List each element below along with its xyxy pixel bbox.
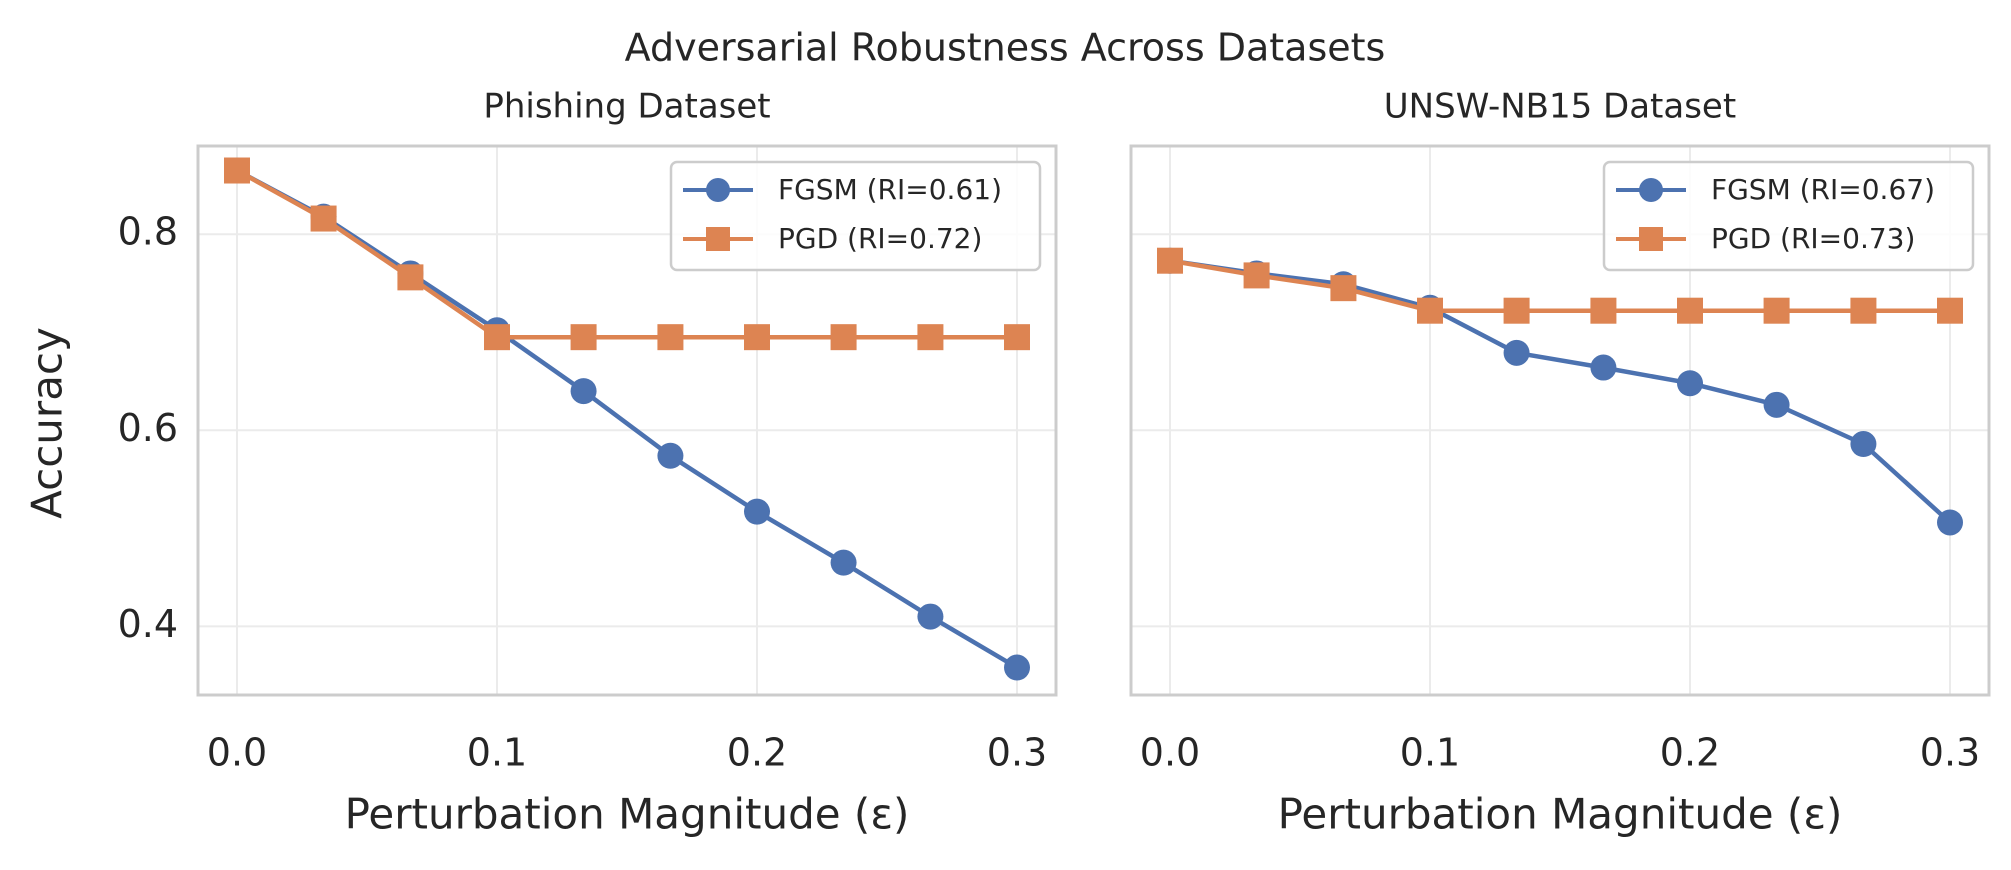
unsw-fgsm-line bbox=[1169, 258, 1952, 525]
phishing-pgd-point bbox=[310, 205, 337, 232]
phishing-legend-pgd-marker bbox=[706, 227, 730, 251]
phishing-xtick-label: 0.3 bbox=[987, 731, 1047, 775]
unsw-pgd-point bbox=[1243, 262, 1270, 289]
unsw-fgsm-point bbox=[1850, 431, 1877, 458]
phishing-xtick-label: 0.2 bbox=[727, 731, 787, 775]
unsw-pgd-point bbox=[1157, 247, 1183, 274]
phishing-legend-pgd-label: PGD (RI=0.72) bbox=[778, 222, 982, 255]
unsw-pgd-point bbox=[1417, 297, 1443, 324]
unsw-pgd-line bbox=[1169, 258, 1950, 313]
unsw-pgd-point bbox=[1330, 275, 1357, 302]
unsw-pgd-point bbox=[1677, 297, 1703, 324]
phishing-pgd-point bbox=[917, 324, 944, 351]
phishing-fgsm-point bbox=[830, 549, 857, 576]
phishing-pgd-point bbox=[397, 264, 424, 291]
phishing-fgsm-point bbox=[570, 378, 597, 405]
phishing-ytick-label: 0.4 bbox=[118, 602, 178, 646]
unsw-xlabel: Perturbation Magnitude (ε) bbox=[1278, 790, 1843, 839]
unsw-xtick-label: 0.1 bbox=[1400, 731, 1460, 775]
phishing-legend-box bbox=[669, 160, 1042, 272]
unsw-legend-box bbox=[1602, 160, 1975, 272]
phishing-pgd-point bbox=[744, 324, 770, 351]
unsw-fgsm-point bbox=[1503, 339, 1530, 366]
phishing-ytick-label: 0.8 bbox=[118, 210, 178, 254]
phishing-panel: Phishing Dataset Perturbation Magnitude … bbox=[23, 87, 1058, 839]
phishing-ytick-label: 0.6 bbox=[118, 406, 178, 450]
phishing-pgd-point bbox=[830, 324, 857, 351]
phishing-pgd-point bbox=[224, 157, 250, 184]
unsw-legend-fgsm-marker bbox=[1639, 178, 1663, 202]
figure-suptitle: Adversarial Robustness Across Datasets bbox=[625, 26, 1386, 70]
unsw-xtick-label: 0.2 bbox=[1660, 731, 1720, 775]
unsw-legend-fgsm-label: FGSM (RI=0.67) bbox=[1711, 173, 1935, 206]
unsw-fgsm-point bbox=[1763, 391, 1790, 418]
phishing-legend-fgsm-label: FGSM (RI=0.61) bbox=[778, 173, 1002, 206]
unsw-panel: UNSW-NB15 Dataset Perturbation Magnitude… bbox=[1129, 87, 1991, 839]
phishing-ylabel: Accuracy bbox=[23, 327, 72, 519]
phishing-pgd-point bbox=[484, 324, 510, 351]
unsw-title: UNSW-NB15 Dataset bbox=[1384, 87, 1736, 127]
unsw-xtick-label: 0.3 bbox=[1920, 731, 1980, 775]
phishing-legend-fgsm-marker bbox=[706, 178, 730, 202]
phishing-fgsm-point bbox=[744, 498, 770, 525]
unsw-fgsm-point bbox=[1937, 509, 1963, 536]
unsw-fgsm-point bbox=[1677, 370, 1703, 397]
unsw-pgd-point bbox=[1850, 297, 1877, 324]
phishing-fgsm-point bbox=[917, 603, 944, 630]
phishing-plot-frame bbox=[196, 144, 1058, 697]
phishing-pgd-point bbox=[657, 324, 684, 351]
phishing-xtick-label: 0.0 bbox=[207, 731, 267, 775]
phishing-xlabel: Perturbation Magnitude (ε) bbox=[345, 790, 910, 839]
phishing-pgd-line bbox=[235, 168, 1017, 340]
unsw-pgd-point bbox=[1503, 297, 1530, 324]
phishing-fgsm-point bbox=[657, 442, 684, 469]
unsw-pgd-point bbox=[1937, 297, 1963, 324]
unsw-legend-pgd-marker bbox=[1639, 227, 1663, 251]
phishing-pgd-point bbox=[570, 324, 597, 351]
unsw-pgd-point bbox=[1763, 297, 1790, 324]
phishing-fgsm-line bbox=[235, 168, 1019, 670]
phishing-title: Phishing Dataset bbox=[483, 87, 770, 127]
phishing-xtick-label: 0.1 bbox=[467, 731, 527, 775]
unsw-plot-frame bbox=[1129, 144, 1991, 697]
phishing-pgd-point bbox=[1004, 324, 1030, 351]
phishing-fgsm-point bbox=[1004, 654, 1030, 681]
unsw-xtick-label: 0.0 bbox=[1140, 731, 1200, 775]
unsw-pgd-point bbox=[1590, 297, 1617, 324]
unsw-legend-pgd-label: PGD (RI=0.73) bbox=[1711, 222, 1915, 255]
unsw-fgsm-point bbox=[1590, 354, 1617, 381]
